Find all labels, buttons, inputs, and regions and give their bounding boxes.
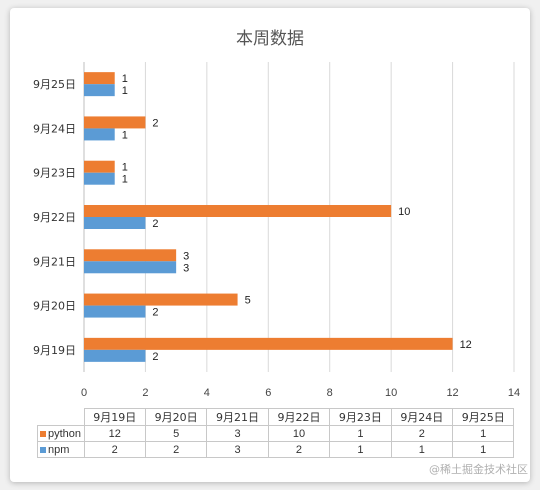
legend-swatch <box>40 430 46 437</box>
npm-value-label: 3 <box>183 262 189 274</box>
npm-value-label: 1 <box>122 85 128 97</box>
table-corner <box>37 408 85 426</box>
npm-value-label: 2 <box>152 218 158 230</box>
npm-value-label: 1 <box>122 129 128 141</box>
x-tick-label: 6 <box>265 387 271 399</box>
table-cell: 10 <box>267 425 331 442</box>
table-header-cell: 9月23日 <box>329 408 392 426</box>
category-label: 9月25日 <box>33 78 76 91</box>
table-header-row: 9月19日 9月20日 9月21日 9月22日 9月23日 9月24日 9月25日 <box>37 408 515 426</box>
table-row: npm 2 2 3 2 1 1 1 <box>37 441 515 458</box>
table-series-label: python <box>37 425 85 442</box>
python-value-label: 12 <box>460 339 472 351</box>
table-cell: 2 <box>144 441 208 458</box>
npm-bar <box>84 261 177 274</box>
data-table: 9月19日 9月20日 9月21日 9月22日 9月23日 9月24日 9月25日 pyth… <box>37 408 515 458</box>
table-cell: 3 <box>206 425 269 442</box>
table-cell: 1 <box>329 441 392 458</box>
x-tick-label: 0 <box>81 387 87 399</box>
x-tick-label: 4 <box>204 387 210 399</box>
npm-bar <box>84 217 146 229</box>
python-bar <box>84 72 115 85</box>
python-value-label: 1 <box>122 162 128 174</box>
table-cell: 1 <box>329 425 392 442</box>
python-bar <box>84 293 238 306</box>
category-label: 9月19日 <box>33 344 76 357</box>
watermark: @稀土掘金技术社区 <box>429 463 528 476</box>
table-header-cell: 9月24日 <box>390 408 454 426</box>
table-header-cell: 9月25日 <box>452 408 515 426</box>
table-cell: 2 <box>83 441 146 458</box>
category-label: 9月22日 <box>33 211 76 224</box>
python-bar <box>84 249 177 262</box>
table-cell: 1 <box>390 441 454 458</box>
table-row: python 12 5 3 10 1 2 1 <box>37 425 515 442</box>
python-value-label: 2 <box>152 117 158 129</box>
x-tick-label: 10 <box>385 387 397 399</box>
chart-title: 本周数据 <box>236 29 304 49</box>
python-bar <box>84 116 146 129</box>
npm-bar <box>84 128 115 141</box>
npm-value-label: 2 <box>152 351 158 363</box>
table-cell: 3 <box>206 441 269 458</box>
python-value-label: 3 <box>183 250 189 262</box>
table-cell: 1 <box>452 425 515 442</box>
x-tick-label: 8 <box>327 387 333 399</box>
x-tick-label: 2 <box>142 387 148 399</box>
python-bar <box>84 337 453 350</box>
table-cell: 2 <box>267 441 331 458</box>
table-header-cell: 9月21日 <box>206 408 269 426</box>
python-value-label: 1 <box>122 73 128 85</box>
category-label: 9月24日 <box>33 122 76 135</box>
table-body: python 12 5 3 10 1 2 1 npm 2 2 3 2 1 1 1 <box>37 425 515 458</box>
table-cell: 12 <box>83 425 146 442</box>
table-cell: 5 <box>144 425 208 442</box>
legend-swatch <box>40 446 46 453</box>
category-label: 9月21日 <box>33 255 76 268</box>
python-bar <box>84 205 392 217</box>
x-tick-label: 12 <box>446 387 458 399</box>
npm-value-label: 2 <box>152 307 158 319</box>
npm-bar <box>84 84 115 97</box>
python-bar <box>84 160 115 173</box>
npm-value-label: 1 <box>122 174 128 186</box>
table-cell: 2 <box>390 425 454 442</box>
category-label: 9月20日 <box>33 300 76 313</box>
table-series-label: npm <box>37 441 85 458</box>
npm-bar <box>84 172 115 185</box>
table-header-cell: 9月19日 <box>83 408 146 426</box>
x-tick-label: 14 <box>508 387 520 399</box>
npm-bar <box>84 305 146 318</box>
npm-bar <box>84 349 146 362</box>
python-value-label: 5 <box>245 295 251 307</box>
python-value-label: 10 <box>398 206 410 218</box>
table-header-cell: 9月22日 <box>267 408 331 426</box>
table-cell: 1 <box>452 441 515 458</box>
table-header-cell: 9月20日 <box>144 408 208 426</box>
category-label: 9月23日 <box>33 167 76 180</box>
